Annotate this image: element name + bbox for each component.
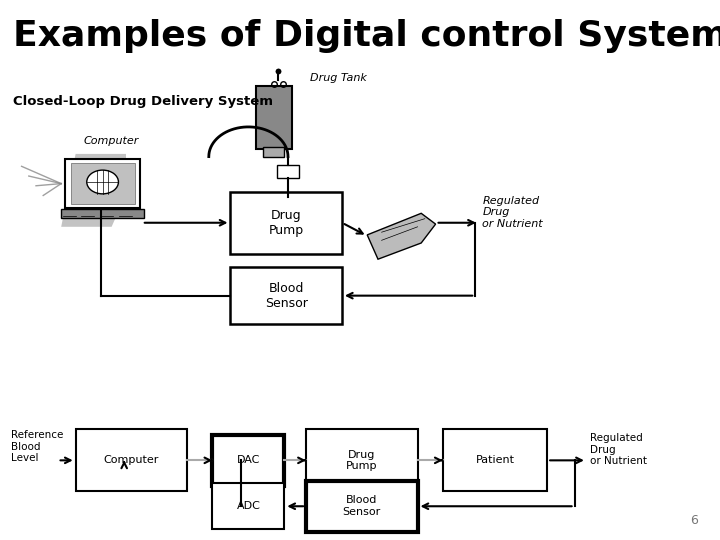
Bar: [230, 192, 342, 254]
Text: DAC: DAC: [237, 455, 260, 465]
Bar: [212, 483, 284, 529]
Bar: [76, 429, 187, 491]
Text: Drug Tank: Drug Tank: [310, 73, 366, 83]
Text: Blood
Sensor: Blood Sensor: [343, 496, 381, 517]
Text: Drug
Pump: Drug Pump: [346, 449, 377, 471]
Polygon shape: [367, 213, 436, 259]
Text: Reference
Blood
Level: Reference Blood Level: [11, 430, 63, 463]
Bar: [230, 267, 342, 324]
Bar: [263, 147, 284, 157]
Text: Regulated
Drug
or Nutrient: Regulated Drug or Nutrient: [590, 433, 647, 466]
Text: Drug
Pump: Drug Pump: [269, 209, 304, 237]
Text: Computer: Computer: [104, 455, 159, 465]
Text: Regulated
Drug
or Nutrient: Regulated Drug or Nutrient: [482, 195, 543, 229]
Bar: [212, 435, 284, 486]
Text: Blood
Sensor: Blood Sensor: [265, 282, 307, 309]
Text: Patient: Patient: [475, 455, 515, 465]
Bar: [306, 429, 418, 491]
Bar: [443, 429, 547, 491]
Bar: [256, 86, 292, 148]
Circle shape: [86, 170, 118, 194]
Bar: [61, 209, 144, 218]
Text: ADC: ADC: [236, 501, 261, 511]
Bar: [71, 163, 135, 204]
Bar: [306, 481, 418, 532]
Text: 6: 6: [690, 514, 698, 526]
Polygon shape: [61, 154, 126, 227]
Text: Computer: Computer: [84, 136, 139, 146]
Text: Closed-Loop Drug Delivery System: Closed-Loop Drug Delivery System: [13, 94, 273, 107]
Bar: [65, 159, 140, 208]
Text: Examples of Digital control Systems: Examples of Digital control Systems: [14, 19, 720, 53]
Bar: [277, 165, 299, 178]
